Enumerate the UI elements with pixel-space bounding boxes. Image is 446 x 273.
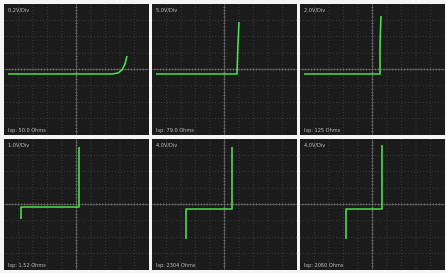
info-label: Isp: 50.0 Ohms bbox=[8, 128, 46, 134]
info-label: Isp: 1.52 Ohms bbox=[8, 263, 46, 269]
scale-label: 1.0V/Div bbox=[8, 143, 29, 149]
scope-panel: 1.0V/Div Isp: 1.52 Ohms bbox=[4, 139, 149, 270]
scope-panel: 2.0V/Div Isp: 125 Ohms bbox=[300, 4, 445, 135]
scale-label: 2.0V/Div bbox=[304, 8, 325, 14]
scale-label: 4.0V/Div bbox=[304, 143, 325, 149]
scale-label: 0.2V/Div bbox=[8, 8, 29, 14]
info-label: Isp: 125 Ohms bbox=[304, 128, 341, 134]
scope-panel: 4.0V/Div Isp: 2304 Ohms bbox=[152, 139, 297, 270]
scope-screen: 0.2V/Div Isp: 50.0 Ohms 5.0V/Div Isp: 79.0 … bbox=[0, 0, 446, 273]
scale-label: 4.0V/Div bbox=[156, 143, 177, 149]
scale-label: 5.0V/Div bbox=[156, 8, 177, 14]
info-label: Isp: 79.0 Ohms bbox=[156, 128, 194, 134]
info-label: Isp: 2304 Ohms bbox=[156, 263, 196, 269]
scope-panel: 5.0V/Div Isp: 79.0 Ohms bbox=[152, 4, 297, 135]
scope-panel: 0.2V/Div Isp: 50.0 Ohms bbox=[4, 4, 149, 135]
scope-panel: 4.0V/Div Isp: 2060 Ohms bbox=[300, 139, 445, 270]
info-label: Isp: 2060 Ohms bbox=[304, 263, 344, 269]
